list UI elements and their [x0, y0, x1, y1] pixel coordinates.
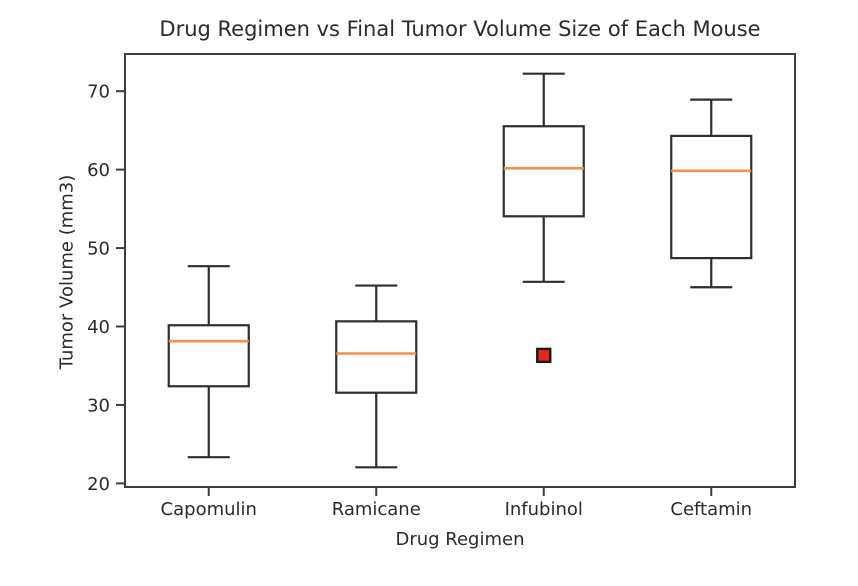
x-tick-label: Ceftamin: [670, 499, 752, 520]
x-tick-label: Capomulin: [161, 499, 257, 520]
iqr-box: [502, 125, 585, 218]
iqr-box: [670, 134, 753, 260]
iqr-box: [335, 320, 418, 394]
y-tick-label: 60: [87, 160, 110, 181]
x-tick-label: Infubinol: [505, 499, 583, 520]
box-infubinol: [502, 72, 585, 364]
plot-border: [124, 53, 796, 488]
outlier-marker: [536, 347, 552, 364]
chart-title: Drug Regimen vs Final Tumor Volume Size …: [159, 17, 761, 41]
y-tick-label: 50: [87, 239, 110, 260]
x-axis-label: Drug Regimen: [395, 529, 525, 550]
iqr-box: [167, 324, 250, 388]
x-tick-label: Ramicane: [332, 499, 421, 520]
y-tick-label: 30: [87, 395, 110, 416]
box-ceftamin: [670, 98, 753, 289]
box-capomulin: [167, 265, 250, 459]
y-tick-label: 40: [87, 317, 110, 338]
y-tick-label: 20: [87, 474, 110, 495]
box-ramicane: [335, 284, 418, 469]
y-tick-label: 70: [87, 82, 110, 103]
